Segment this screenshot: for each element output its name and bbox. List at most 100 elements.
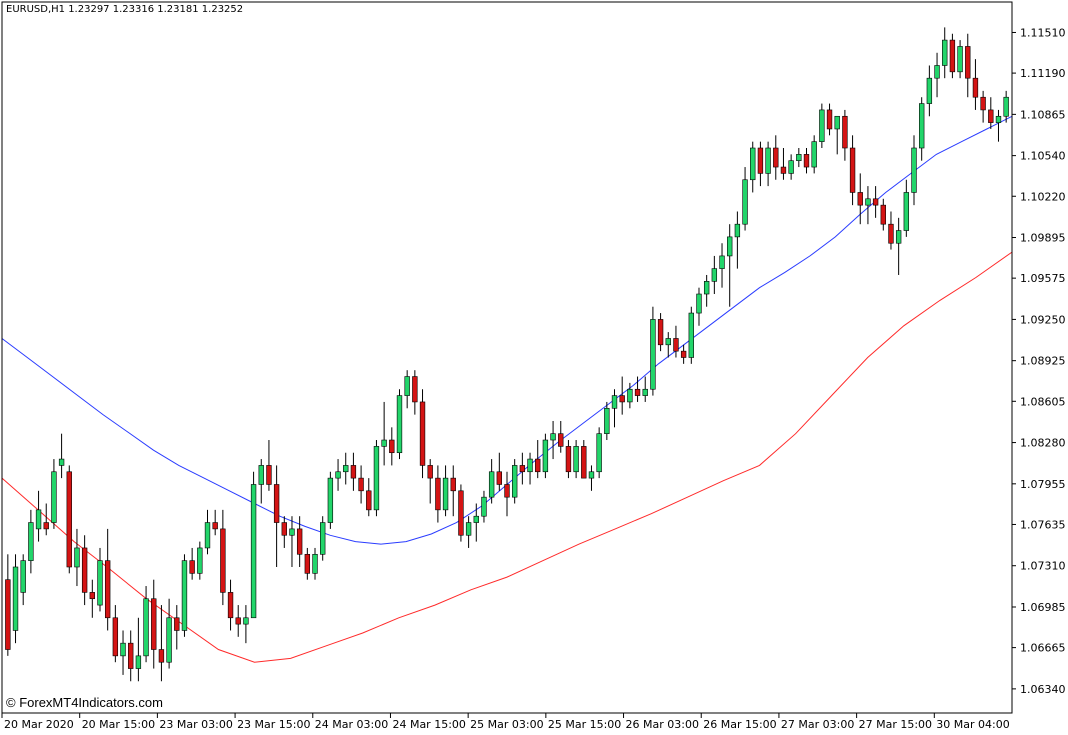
y-tick-label: 1.06665 [1020, 642, 1066, 655]
candle [404, 370, 410, 409]
candle [957, 40, 963, 79]
candle [826, 103, 833, 136]
candle-body [35, 509, 42, 530]
candle [550, 420, 556, 460]
candle [565, 440, 572, 479]
candle-body [703, 281, 710, 295]
candle-body [189, 560, 195, 574]
candle-body [258, 465, 264, 485]
candle-body [596, 433, 602, 473]
watermark: © ForexMT4Indicators.com [6, 695, 163, 710]
candle-body [788, 160, 794, 174]
candle-body [135, 655, 142, 669]
candle-body [174, 617, 180, 631]
candle-body [673, 338, 679, 352]
candle [872, 186, 879, 218]
candle-body [765, 147, 771, 174]
candle [642, 376, 648, 402]
candle [696, 287, 702, 326]
candle [158, 605, 165, 682]
candle [665, 332, 671, 358]
candle-body [826, 109, 833, 130]
candle-body [650, 319, 656, 390]
y-tick-label: 1.09895 [1020, 232, 1066, 245]
candle-body [158, 649, 165, 663]
candle [765, 141, 771, 187]
candle [980, 90, 986, 123]
candle [51, 459, 57, 529]
candle [880, 198, 886, 231]
candle [895, 217, 902, 275]
candle-body [657, 319, 664, 346]
candle-body [965, 46, 971, 79]
candle-body [473, 515, 479, 523]
x-tick-label: 20 Mar 2020 [4, 718, 74, 731]
candle [266, 440, 272, 491]
candle-body [481, 496, 487, 517]
candle-body [1003, 96, 1009, 117]
candle [619, 376, 625, 415]
candle [673, 325, 679, 358]
candle [988, 97, 994, 129]
candle-body [903, 192, 910, 231]
x-tick-label: 30 Mar 04:00 [936, 718, 1009, 731]
candle-body [834, 115, 840, 130]
candle [281, 516, 287, 548]
candle-body [819, 109, 825, 142]
candle-body [197, 547, 203, 574]
candle [819, 103, 825, 149]
candle [151, 579, 157, 669]
candle-body [980, 96, 986, 111]
candle-body [104, 560, 111, 619]
candle [189, 547, 195, 580]
candle-body [488, 471, 495, 498]
candle [604, 401, 610, 441]
candle [627, 382, 633, 409]
candle [803, 148, 810, 174]
candle [488, 459, 495, 504]
candle [773, 135, 779, 180]
candle [197, 541, 203, 580]
candle [634, 376, 641, 402]
candle-body [888, 223, 894, 244]
candle-body [427, 465, 433, 479]
candle [465, 516, 472, 548]
candle-body [43, 522, 49, 530]
candle [135, 617, 142, 682]
candle-body [350, 465, 357, 479]
candle-body [719, 255, 725, 269]
candle-body [680, 350, 687, 358]
candle [473, 503, 479, 542]
candle [12, 554, 19, 644]
candle [58, 433, 65, 479]
candle-body [419, 401, 426, 466]
candle-body [972, 77, 979, 98]
candle [511, 459, 518, 504]
candle-body [519, 465, 526, 473]
candle [174, 605, 180, 650]
candle-body [880, 204, 886, 225]
candle-body [235, 617, 241, 625]
candle [504, 471, 510, 517]
candle-body [665, 338, 671, 346]
candle-body [995, 115, 1002, 123]
candle-body [957, 46, 963, 73]
candle-body [181, 560, 188, 631]
candle-body [550, 433, 556, 441]
candle-body [151, 598, 157, 650]
candle-body [412, 376, 418, 403]
candle [788, 154, 794, 180]
y-tick-label: 1.11510 [1020, 26, 1066, 39]
candle-body [934, 65, 940, 79]
candle-body [120, 642, 126, 657]
candle-body [849, 147, 856, 193]
candle [250, 471, 257, 619]
y-tick-label: 1.08925 [1020, 355, 1066, 368]
candle-body [296, 528, 303, 555]
candle-body [911, 147, 917, 193]
candle [320, 516, 326, 561]
candle [296, 516, 303, 567]
candle [327, 471, 334, 529]
